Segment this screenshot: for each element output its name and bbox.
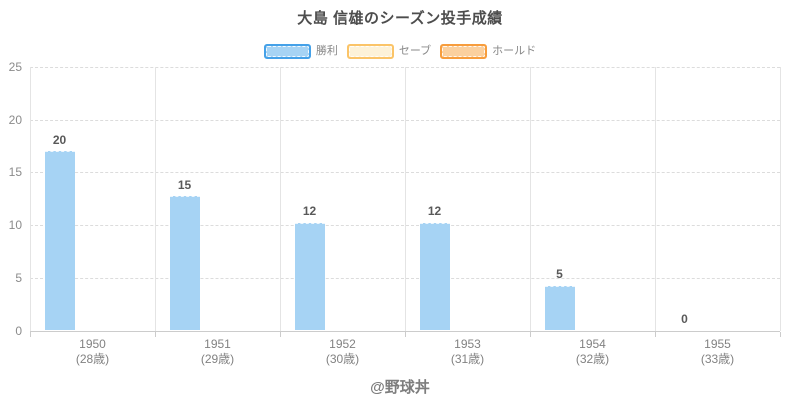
x-axis-tick: [280, 331, 281, 337]
wins-swatch-icon: [263, 44, 311, 59]
x-axis-label: 1954 (32歳): [531, 337, 655, 367]
legend-item-holds[interactable]: ホールド: [440, 44, 536, 59]
legend: 勝利 セーブ ホールド: [0, 43, 800, 60]
x-axis-tick: [30, 331, 31, 337]
legend-item-wins[interactable]: 勝利: [263, 44, 338, 59]
bar-1954[interactable]: [544, 285, 575, 331]
x-axis-year: 1950: [79, 337, 106, 351]
x-axis-year: 1951: [204, 337, 231, 351]
x-axis-label: 1955 (33歳): [656, 337, 780, 367]
bar-value-label: 12: [427, 204, 442, 219]
y-axis-label: 0: [15, 323, 22, 338]
x-axis-age: (28歳): [75, 352, 110, 366]
gridline-vertical: [155, 67, 156, 331]
x-axis-year: 1955: [704, 337, 731, 351]
x-axis-year: 1952: [329, 337, 356, 351]
bar-value-label: 12: [302, 204, 317, 219]
y-axis-label: 5: [15, 270, 22, 285]
x-axis-label: 1952 (30歳): [281, 337, 405, 367]
x-axis-tick: [155, 331, 156, 337]
watermark: @野球丼: [370, 379, 430, 396]
x-axis-label: 1951 (29歳): [156, 337, 280, 367]
gridline-vertical: [405, 67, 406, 331]
x-axis-tick: [530, 331, 531, 337]
legend-label-saves: セーブ: [398, 45, 432, 57]
legend-item-saves[interactable]: セーブ: [346, 44, 432, 59]
bar-1953[interactable]: [419, 222, 450, 331]
y-axis-label: 15: [8, 165, 22, 180]
x-axis-age: (33歳): [700, 352, 735, 366]
x-axis-age: (30歳): [325, 352, 360, 366]
x-axis-year: 1953: [454, 337, 481, 351]
gridline-vertical: [780, 67, 781, 331]
bar-value-label: 20: [52, 132, 67, 147]
bar-value-label: 15: [177, 177, 192, 192]
x-axis-label: 1953 (31歳): [406, 337, 530, 367]
legend-label-wins: 勝利: [315, 45, 338, 57]
x-axis-age: (29歳): [200, 352, 235, 366]
x-axis-label: 1950 (28歳): [31, 337, 155, 367]
gridline-vertical: [655, 67, 656, 331]
x-axis-tick: [405, 331, 406, 337]
x-axis-age: (31歳): [450, 352, 485, 366]
bar-1950[interactable]: [44, 151, 75, 331]
bar-value-label: 0: [681, 312, 688, 326]
bar-value-label: 5: [556, 267, 563, 282]
y-axis-label: 10: [8, 218, 22, 233]
x-axis-tick: [655, 331, 656, 337]
bar-1951[interactable]: [169, 196, 200, 331]
legend-label-holds: ホールド: [492, 45, 537, 57]
gridline-vertical: [280, 67, 281, 331]
y-axis-label: 20: [8, 112, 22, 127]
y-axis-label: 25: [8, 60, 22, 74]
x-axis-year: 1954: [579, 337, 606, 351]
chart-title: 大島 信雄のシーズン投手成績: [297, 10, 503, 27]
x-axis-line: [30, 330, 780, 332]
x-axis-age: (32歳): [575, 352, 610, 366]
holds-swatch-icon: [440, 44, 488, 59]
x-axis-tick: [780, 331, 781, 337]
saves-swatch-icon: [346, 44, 394, 59]
gridline-vertical: [530, 67, 531, 331]
gridline-vertical: [30, 67, 31, 331]
bar-1952[interactable]: [294, 222, 325, 331]
